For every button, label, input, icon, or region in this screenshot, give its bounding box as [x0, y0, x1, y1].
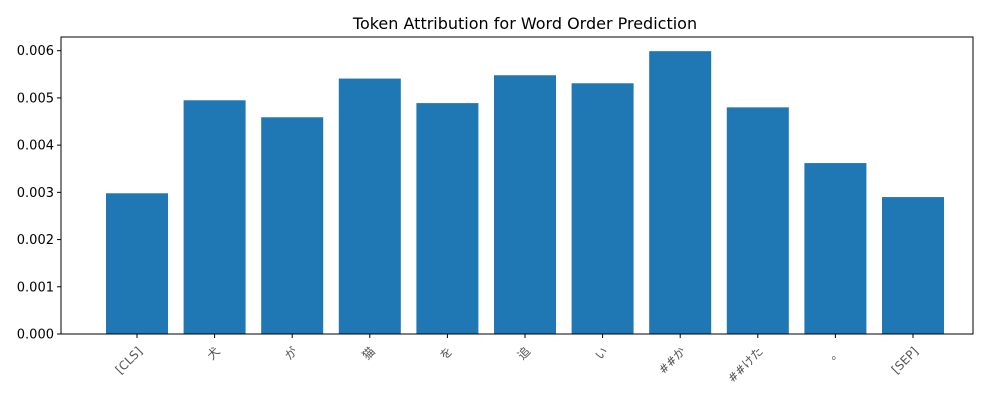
bar-9	[804, 163, 867, 334]
y-tick-label-3: 0.003	[17, 186, 54, 201]
plot-frame	[60, 36, 974, 335]
y-tick-label-2: 0.002	[17, 233, 54, 248]
bar-10	[882, 197, 944, 334]
y-tick-label-1: 0.001	[17, 280, 54, 295]
y-tick-label-0: 0.000	[17, 328, 54, 343]
bar-6	[571, 83, 634, 334]
y-axis: 0.000 0.001 0.002 0.003 0.004 0.005 0.006	[17, 44, 61, 343]
bar-7	[649, 51, 712, 334]
x-tick-label-1: 犬	[204, 344, 222, 362]
bar-1	[183, 100, 246, 335]
bar-3	[338, 78, 401, 334]
bars-group	[106, 51, 944, 335]
x-tick-label-9: 。	[825, 344, 843, 362]
x-tick-label-6: い	[592, 344, 610, 362]
x-tick-label-0: [CLS]	[113, 344, 146, 377]
y-tick-label-4: 0.004	[17, 139, 54, 154]
bar-0	[106, 193, 168, 334]
x-tick-label-4: を	[437, 344, 455, 362]
x-tick-label-2: が	[281, 344, 300, 363]
bar-2	[261, 117, 324, 335]
x-tick-label-10: [SEP]	[889, 344, 921, 376]
bar-4	[416, 103, 479, 335]
x-tick-label-8: ##けた	[725, 344, 766, 385]
chart-title: Token Attribution for Word Order Predict…	[352, 14, 697, 33]
x-axis: [CLS] 犬 が 猫 を 追 い ##か ##けた 。 [SEP]	[113, 334, 921, 385]
x-tick-label-3: 猫	[360, 344, 378, 362]
x-tick-label-5: 追	[514, 344, 533, 363]
x-tick-label-7: ##か	[656, 344, 689, 377]
y-tick-label-5: 0.005	[17, 91, 54, 106]
y-tick-label-6: 0.006	[17, 44, 54, 59]
bar-8	[726, 107, 789, 335]
bar-5	[494, 75, 556, 334]
